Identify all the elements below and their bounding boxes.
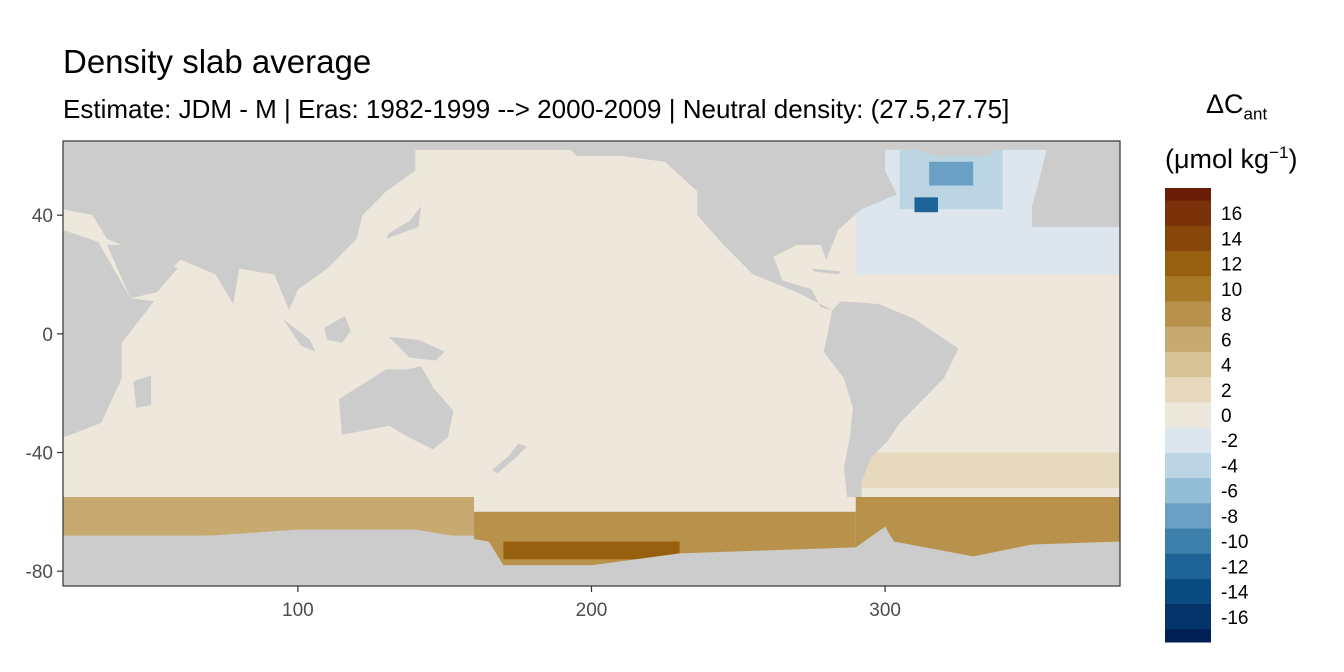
legend-swatch	[1165, 200, 1211, 227]
legend-swatch	[1165, 351, 1211, 378]
map-panel	[63, 141, 1120, 586]
y-tick-label: -80	[26, 562, 53, 583]
legend-swatch	[1165, 402, 1211, 429]
legend-label: -12	[1221, 557, 1248, 578]
legend-label: -2	[1221, 431, 1238, 452]
land-masses	[63, 141, 1120, 586]
region-newfoundland-core	[914, 197, 938, 213]
legend-swatch	[1165, 427, 1211, 454]
y-tick-label: 0	[42, 325, 53, 346]
legend-swatch	[1165, 578, 1211, 605]
x-tick-label: 200	[576, 600, 608, 621]
legend-title: ΔCant	[1206, 89, 1268, 124]
legend-label: 10	[1221, 280, 1242, 301]
land-japan	[385, 206, 422, 239]
chart-subtitle: Estimate: JDM - M | Eras: 1982-1999 --> …	[63, 94, 1010, 124]
land-greenland	[885, 141, 1003, 156]
y-tick-label: -40	[26, 444, 53, 465]
land-south-america	[823, 301, 959, 497]
legend-label: -10	[1221, 532, 1248, 553]
x-tick-label: 100	[282, 600, 314, 621]
land-new-zealand	[491, 443, 527, 474]
chart-title: Density slab average	[63, 43, 372, 80]
legend-swatch	[1165, 478, 1211, 504]
legend-swatch	[1165, 553, 1211, 580]
region-antarctic-zone-indian	[63, 497, 475, 536]
land-new-guinea	[388, 336, 445, 361]
legend-swatch	[1165, 377, 1211, 403]
region-ross-sea-core	[503, 541, 680, 560]
region-irminger-core	[929, 161, 974, 186]
ocean-field	[63, 149, 1120, 566]
legend-label: 2	[1221, 381, 1232, 402]
legend-label: 8	[1221, 305, 1232, 326]
legend-unit: (μmol kg−1)	[1165, 143, 1298, 174]
legend-label: 12	[1221, 255, 1242, 276]
legend-label: -8	[1221, 507, 1238, 528]
land-africa	[63, 230, 155, 438]
land-cuba	[811, 268, 842, 275]
legend: 16 14 12 10 8 6 4 2 0 -2 -4 -6 -8 -10 -12 -14 -16	[1165, 188, 1249, 643]
land-north-america	[562, 141, 897, 311]
legend-swatch	[1165, 276, 1211, 302]
land-madagascar	[133, 375, 152, 408]
land-eurasia	[63, 141, 416, 311]
land-antarctica	[63, 526, 1120, 586]
legend-label: 16	[1221, 204, 1242, 225]
legend-label: 14	[1221, 229, 1243, 250]
legend-label: 6	[1221, 330, 1232, 351]
land-europe-west	[1031, 141, 1120, 228]
legend-swatch	[1165, 604, 1211, 630]
land-arabia	[107, 244, 178, 299]
legend-swatch	[1165, 452, 1211, 479]
legend-label: 0	[1221, 406, 1232, 427]
land-sumatra	[283, 319, 316, 352]
y-tick-label: 40	[32, 206, 53, 227]
legend-swatch	[1165, 301, 1211, 328]
legend-swatch	[1165, 225, 1211, 252]
x-tick-label: 300	[869, 600, 901, 621]
legend-label: -4	[1221, 456, 1238, 477]
legend-swatch	[1165, 326, 1211, 353]
legend-label: -16	[1221, 608, 1248, 629]
legend-swatch	[1165, 528, 1211, 555]
legend-swatch	[1165, 188, 1211, 202]
legend-swatch	[1165, 503, 1211, 529]
legend-label: -14	[1221, 583, 1249, 604]
legend-swatch	[1165, 251, 1211, 277]
legend-swatch	[1165, 629, 1211, 643]
land-australia	[338, 366, 454, 450]
land-borneo	[324, 316, 351, 343]
legend-label: 4	[1221, 356, 1232, 377]
legend-label: -6	[1221, 482, 1238, 503]
region-south-atlantic-gyre-edge	[855, 452, 1120, 489]
